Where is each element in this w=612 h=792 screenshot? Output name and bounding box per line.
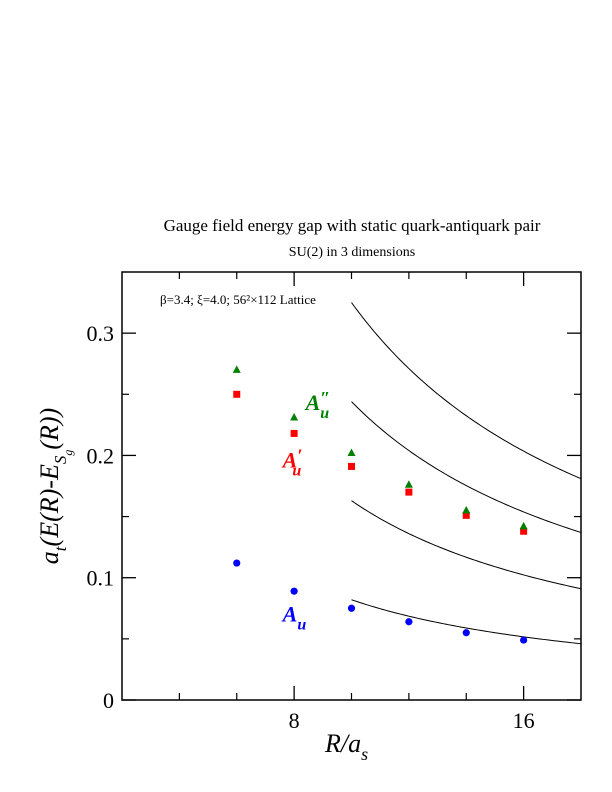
point-series-2 <box>462 511 470 519</box>
x-axis-label-sub: s <box>361 744 368 764</box>
point-series-3 <box>519 521 528 530</box>
y-axis-label-mid-subsub: g <box>61 450 75 456</box>
point-series-1 <box>405 618 413 626</box>
point-series-1 <box>520 636 528 644</box>
theory-curve-2 <box>351 500 582 590</box>
lattice-annotation: β=3.4; ξ=4.0; 56²×112 Lattice <box>160 292 316 307</box>
y-axis-label-mid-sub: S <box>51 455 70 464</box>
y-axis-label-mid: (E(R)-E <box>35 464 64 546</box>
y-axis-label-lead-sub: t <box>51 545 70 551</box>
x-axis-label: R/as <box>324 729 368 764</box>
y-axis-label-tail: (R)) <box>35 408 64 450</box>
series-labels: Au A′ u A″ u <box>281 388 331 634</box>
point-series-3 <box>232 365 241 373</box>
y-tick-label: 0.2 <box>87 443 115 468</box>
theory-curves <box>351 302 582 645</box>
y-axis-label-group: at(E(R)-ESg(R)) <box>35 408 75 564</box>
y-axis-label: at(E(R)-ESg(R)) <box>35 408 75 564</box>
data-points <box>232 365 528 644</box>
point-series-2 <box>520 527 528 535</box>
point-series-3 <box>404 480 413 488</box>
point-series-1 <box>347 604 356 612</box>
chart-subtitle: SU(2) in 3 dimensions <box>289 245 415 260</box>
x-axis-label-main: R/a <box>324 729 361 758</box>
point-series-2 <box>405 488 413 496</box>
x-tick-label: 16 <box>513 708 535 733</box>
axis-ticks: 8 16 0 0.1 0.2 0.3 <box>87 272 581 733</box>
series-label-2: A′ u <box>281 446 303 480</box>
series-label-1: Au <box>281 602 307 634</box>
y-tick-label: 0.1 <box>87 566 115 591</box>
series-label-3: A″ u <box>304 388 331 422</box>
theory-curve-3 <box>351 401 582 533</box>
point-series-1 <box>462 629 470 637</box>
y-tick-label: 0 <box>103 688 114 713</box>
point-series-3 <box>347 448 356 456</box>
theory-curve-1 <box>351 599 582 645</box>
point-series-3 <box>290 413 299 421</box>
point-series-2 <box>290 429 298 437</box>
point-series-2 <box>348 462 355 470</box>
plot-frame <box>121 271 582 701</box>
x-tick-label: 8 <box>289 708 300 733</box>
point-series-1 <box>233 559 241 567</box>
y-axis-label-lead: a <box>35 551 64 564</box>
point-series-2 <box>233 390 241 398</box>
theory-curve-4 <box>351 302 582 480</box>
point-series-3 <box>462 505 471 514</box>
chart-title: Gauge field energy gap with static quark… <box>164 216 541 235</box>
y-tick-label: 0.3 <box>87 321 115 346</box>
point-series-1 <box>290 587 298 595</box>
